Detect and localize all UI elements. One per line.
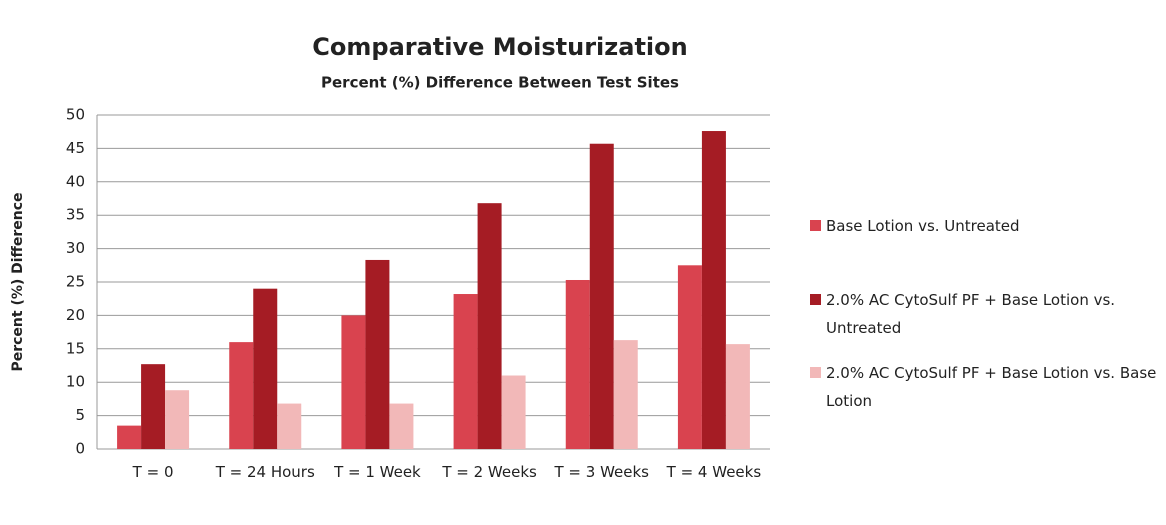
bar xyxy=(389,403,414,449)
bar xyxy=(341,315,366,449)
x-tick-label: T = 2 Weeks xyxy=(442,463,537,481)
bar xyxy=(165,390,190,449)
legend-swatch xyxy=(810,367,821,378)
bar xyxy=(253,288,278,449)
legend-swatch xyxy=(810,294,821,305)
bar xyxy=(613,340,638,449)
chart-subtitle: Percent (%) Difference Between Test Site… xyxy=(321,74,679,92)
bar xyxy=(501,375,526,449)
y-tick-label: 20 xyxy=(66,306,85,324)
bar xyxy=(677,265,702,449)
y-tick-label: 50 xyxy=(66,106,85,124)
y-tick-label: 0 xyxy=(75,440,85,458)
legend-label: 2.0% AC CytoSulf PF + Base Lotion vs. Un… xyxy=(826,291,1116,337)
x-tick-label: T = 4 Weeks xyxy=(666,463,762,481)
x-tick-label: T = 0 xyxy=(132,463,174,481)
y-tick-label: 5 xyxy=(75,406,85,424)
y-axis-label: Percent (%) Difference xyxy=(10,192,26,371)
bar xyxy=(141,364,166,449)
bar xyxy=(565,279,590,449)
bar xyxy=(725,344,750,449)
x-tick-label: T = 24 Hours xyxy=(215,463,315,481)
y-tick-label: 25 xyxy=(66,273,85,291)
x-tick-label: T = 1 Week xyxy=(334,463,421,481)
bar xyxy=(117,425,142,449)
x-tick-label: T = 3 Weeks xyxy=(554,463,650,481)
y-tick-label: 35 xyxy=(66,206,85,224)
bar xyxy=(589,143,614,449)
y-tick-label: 45 xyxy=(66,139,85,157)
bar xyxy=(277,403,302,449)
legend-label: 2.0% AC CytoSulf PF + Base Lotion vs. Ba… xyxy=(826,364,1157,410)
bar xyxy=(477,203,502,449)
y-tick-label: 40 xyxy=(66,172,85,190)
bar xyxy=(701,131,726,450)
chart-title: Comparative Moisturization xyxy=(312,33,687,61)
legend-label: Base Lotion vs. Untreated xyxy=(826,217,1020,235)
legend-swatch xyxy=(810,220,821,231)
bar xyxy=(453,294,478,449)
y-tick-label: 15 xyxy=(66,339,85,357)
y-tick-label: 30 xyxy=(66,239,85,257)
bar xyxy=(365,259,390,449)
bar xyxy=(229,342,254,449)
y-tick-label: 10 xyxy=(66,373,85,391)
